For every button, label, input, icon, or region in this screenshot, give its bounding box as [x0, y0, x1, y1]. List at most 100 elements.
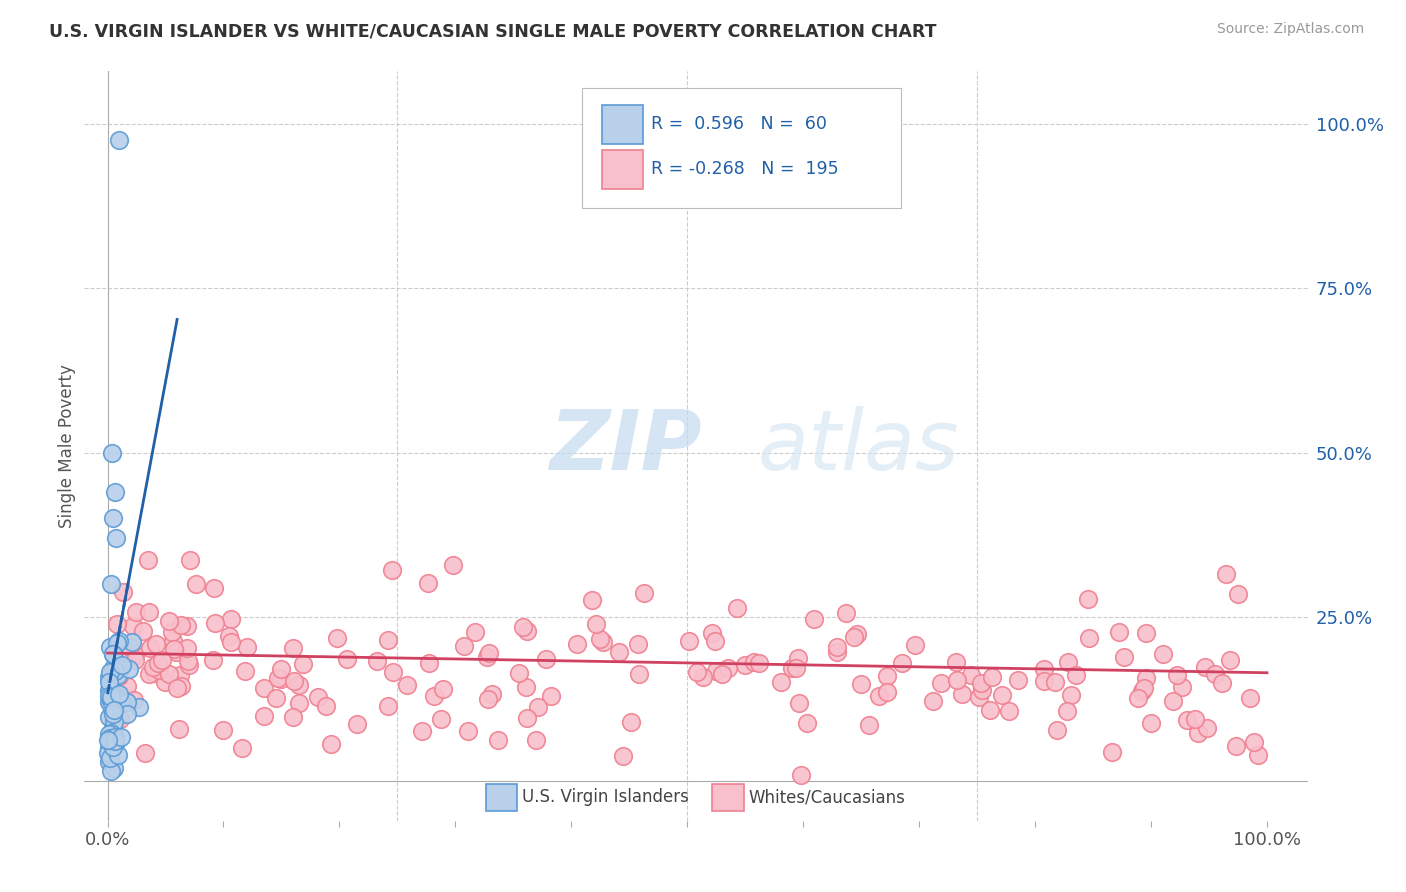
Point: [103, 730, 125, 744]
Point: [98, 727, 121, 741]
Point: [585, 617, 607, 632]
Point: [1197, 721, 1219, 735]
Point: [477, 691, 499, 706]
Point: [969, 690, 991, 705]
Point: [704, 664, 727, 678]
Point: [1007, 673, 1029, 688]
Point: [105, 636, 128, 650]
Point: [1078, 632, 1101, 646]
FancyBboxPatch shape: [582, 87, 901, 209]
Point: [231, 740, 253, 755]
Point: [115, 679, 138, 693]
Point: [104, 737, 127, 751]
Point: [1046, 723, 1069, 738]
Point: [101, 721, 124, 735]
Point: [221, 612, 243, 626]
Point: [612, 748, 634, 763]
Point: [103, 703, 125, 717]
Point: [157, 667, 180, 681]
Point: [253, 709, 276, 723]
Point: [890, 657, 912, 671]
Point: [725, 600, 748, 615]
Point: [105, 616, 128, 631]
Point: [686, 665, 709, 680]
Point: [457, 723, 479, 738]
Point: [396, 678, 419, 692]
Point: [176, 619, 198, 633]
Point: [515, 681, 537, 695]
Point: [845, 627, 868, 641]
Point: [946, 673, 969, 687]
Point: [904, 639, 927, 653]
Point: [1184, 713, 1206, 727]
Point: [1033, 674, 1056, 689]
Point: [162, 633, 184, 648]
Point: [486, 732, 509, 747]
Point: [103, 714, 125, 729]
Point: [100, 727, 122, 741]
Point: [589, 632, 612, 647]
Point: [1033, 662, 1056, 676]
Point: [157, 615, 180, 629]
Point: [270, 672, 292, 686]
Point: [108, 690, 131, 705]
Point: [876, 668, 898, 682]
Point: [508, 665, 530, 680]
Point: [418, 656, 440, 670]
Point: [128, 700, 150, 714]
Point: [787, 696, 810, 710]
Point: [1135, 625, 1157, 640]
Point: [970, 676, 993, 690]
Point: [1239, 690, 1261, 705]
Point: [97, 732, 120, 747]
Point: [711, 667, 734, 681]
Point: [453, 639, 475, 653]
Point: [834, 606, 856, 620]
Point: [142, 660, 165, 674]
Point: [104, 531, 127, 545]
Point: [132, 624, 155, 639]
Text: atlas: atlas: [758, 406, 959, 486]
Point: [108, 669, 131, 683]
Point: [138, 640, 160, 655]
Point: [145, 638, 167, 652]
Point: [153, 674, 176, 689]
Point: [1225, 739, 1247, 753]
Point: [922, 694, 945, 708]
Point: [101, 648, 124, 662]
Point: [633, 586, 655, 600]
Point: [166, 681, 188, 696]
Point: [288, 678, 311, 692]
Point: [101, 647, 124, 661]
Point: [803, 612, 825, 626]
Point: [124, 653, 146, 667]
Point: [325, 631, 347, 645]
Point: [516, 624, 538, 638]
Point: [101, 706, 124, 721]
Point: [97, 675, 120, 690]
Point: [382, 665, 405, 680]
Point: [202, 653, 225, 667]
Point: [110, 730, 132, 744]
Point: [319, 737, 342, 751]
Point: [283, 673, 305, 688]
Point: [1204, 667, 1226, 681]
Point: [1243, 735, 1265, 749]
Point: [233, 665, 256, 679]
Point: [1227, 587, 1250, 601]
Point: [377, 632, 399, 647]
Point: [1130, 683, 1153, 698]
Point: [118, 662, 141, 676]
Point: [1128, 690, 1150, 705]
Point: [790, 767, 813, 781]
FancyBboxPatch shape: [485, 784, 517, 811]
FancyBboxPatch shape: [602, 105, 644, 144]
Point: [787, 650, 810, 665]
Point: [98, 755, 121, 769]
Point: [146, 657, 169, 671]
Text: R =  0.596   N =  60: R = 0.596 N = 60: [651, 115, 827, 133]
Point: [1043, 675, 1066, 690]
Point: [100, 694, 122, 708]
Point: [101, 731, 124, 745]
Point: [336, 652, 359, 666]
